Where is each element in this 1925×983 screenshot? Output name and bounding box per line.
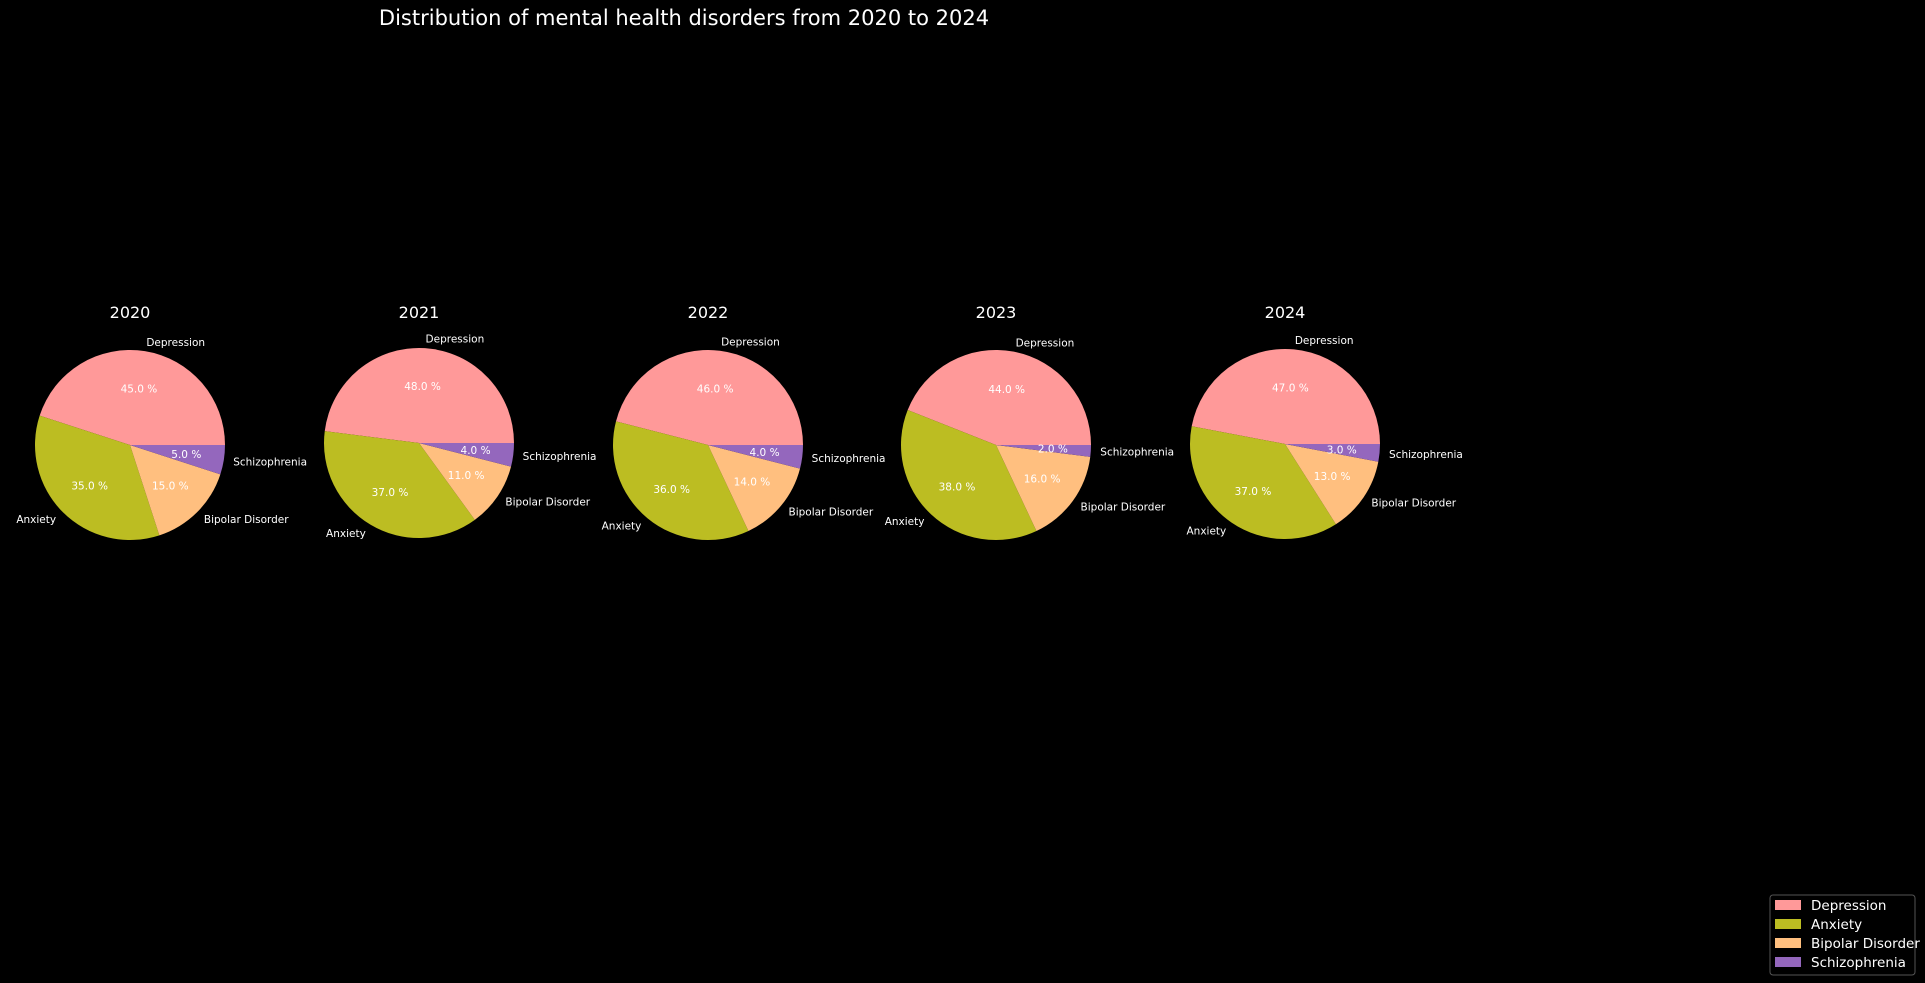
pie-2021: 2021 48.0 % Depression 37.0 % Anxiety 11.0 % B… <box>324 303 597 540</box>
slice-bipolar-disorder <box>996 445 1091 531</box>
slice-label: Depression <box>146 337 205 349</box>
pct-label: 13.0 % <box>1314 471 1351 483</box>
pct-label: 35.0 % <box>71 480 108 492</box>
pct-label: 44.0 % <box>988 384 1025 396</box>
legend: Depression Anxiety Bipolar Disorder Schizop… <box>1769 894 1920 976</box>
slice-label: Depression <box>721 336 780 348</box>
slice-label: Anxiety <box>16 514 56 526</box>
pct-label: 5.0 % <box>171 449 201 461</box>
slice-label: Bipolar Disorder <box>1371 498 1456 510</box>
slice-label: Schizophrenia <box>812 453 886 465</box>
pct-label: 15.0 % <box>152 480 189 492</box>
slice-depression <box>1191 348 1380 444</box>
slice-label: Bipolar Disorder <box>505 497 590 509</box>
legend-label-depression: Depression <box>1811 898 1886 914</box>
slice-depression <box>324 348 515 443</box>
slice-label: Schizophrenia <box>1100 447 1174 459</box>
pct-label: 11.0 % <box>448 470 485 482</box>
pie-title: 2021 <box>399 303 440 322</box>
slice-anxiety <box>613 421 749 541</box>
pct-label: 45.0 % <box>121 384 158 396</box>
legend-label-schizophrenia: Schizophrenia <box>1811 955 1906 971</box>
legend-label-bipolar-disorder: Bipolar Disorder <box>1811 936 1920 952</box>
slice-label: Bipolar Disorder <box>204 514 289 526</box>
pct-label: 36.0 % <box>653 484 690 496</box>
slice-depression <box>39 350 226 445</box>
legend-swatch-anxiety <box>1775 919 1801 929</box>
slice-anxiety <box>901 410 1037 540</box>
slice-label: Schizophrenia <box>233 456 307 468</box>
slice-schizophrenia <box>130 445 225 475</box>
pie-2024: 2024 47.0 % Depression 37.0 % Anxiety 13.0 % B… <box>1186 303 1463 539</box>
legend-label-anxiety: Anxiety <box>1811 917 1862 933</box>
pct-label: 3.0 % <box>1327 444 1357 456</box>
slice-label: Anxiety <box>602 521 642 533</box>
pct-label: 2.0 % <box>1038 444 1068 456</box>
slice-label: Anxiety <box>885 516 925 528</box>
chart-title: Distribution of mental health disorders … <box>379 6 989 30</box>
slice-label: Schizophrenia <box>1389 449 1463 461</box>
slice-schizophrenia <box>1285 444 1380 462</box>
slice-label: Bipolar Disorder <box>789 507 874 519</box>
pct-label: 46.0 % <box>697 383 734 395</box>
slice-anxiety <box>1190 426 1336 539</box>
slice-schizophrenia <box>708 445 804 469</box>
pie-title: 2020 <box>110 303 151 322</box>
pie-2020: 2020 45.0 % Depression 35.0 % Anxiety 15.0 % B… <box>16 303 307 540</box>
pie-title: 2022 <box>688 303 729 322</box>
pct-label: 4.0 % <box>750 447 780 459</box>
legend-swatch-depression <box>1775 900 1801 910</box>
slice-label: Depression <box>426 334 485 346</box>
slice-depression <box>907 349 1091 445</box>
legend-frame <box>1769 894 1916 976</box>
slice-label: Anxiety <box>326 528 366 540</box>
slice-label: Schizophrenia <box>523 451 597 463</box>
slice-bipolar-disorder <box>419 443 512 520</box>
pies-group: 2020 45.0 % Depression 35.0 % Anxiety 15.0 % B… <box>16 303 1463 541</box>
pie-title: 2023 <box>976 303 1017 322</box>
pct-label: 38.0 % <box>939 482 976 494</box>
slice-bipolar-disorder <box>130 445 221 536</box>
slice-label: Depression <box>1016 337 1075 349</box>
pct-label: 47.0 % <box>1272 382 1309 394</box>
pie-2022: 2022 46.0 % Depression 36.0 % Anxiety 14.0 % B… <box>602 303 886 541</box>
legend-swatch-bipolar-disorder <box>1775 938 1801 948</box>
slice-schizophrenia <box>419 443 514 467</box>
slice-label: Bipolar Disorder <box>1081 501 1166 513</box>
slice-anxiety <box>35 415 160 540</box>
pct-label: 4.0 % <box>461 445 491 457</box>
slice-bipolar-disorder <box>1285 444 1379 525</box>
slice-label: Anxiety <box>1186 525 1226 537</box>
pct-label: 37.0 % <box>372 487 409 499</box>
legend-swatch-schizophrenia <box>1775 957 1801 967</box>
pct-label: 48.0 % <box>404 381 441 393</box>
slice-depression <box>615 350 803 445</box>
pct-label: 16.0 % <box>1024 474 1061 486</box>
slice-anxiety <box>324 431 475 538</box>
pie-title: 2024 <box>1265 303 1306 322</box>
pct-label: 37.0 % <box>1235 486 1272 498</box>
pct-label: 14.0 % <box>734 476 771 488</box>
slice-bipolar-disorder <box>708 445 801 531</box>
slice-label: Depression <box>1295 335 1354 347</box>
slice-schizophrenia <box>996 445 1091 457</box>
pie-2023: 2023 44.0 % Depression 38.0 % Anxiety 16.0 % B… <box>885 303 1174 540</box>
